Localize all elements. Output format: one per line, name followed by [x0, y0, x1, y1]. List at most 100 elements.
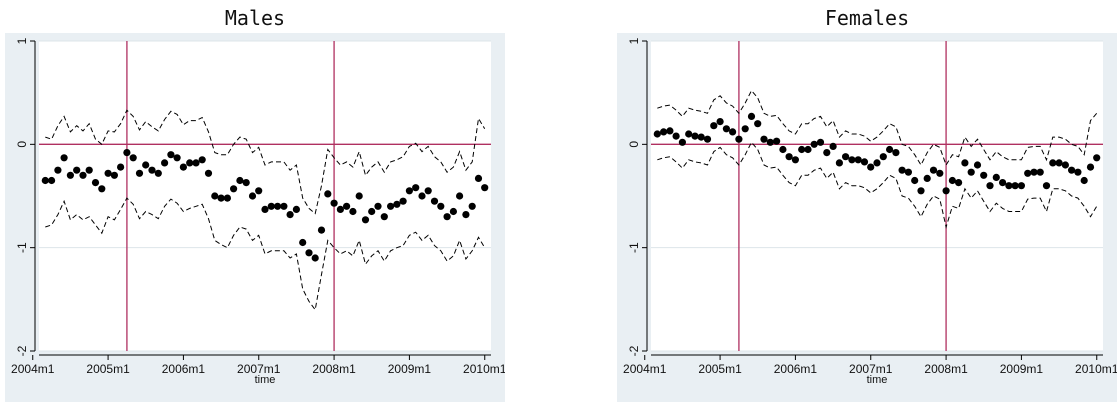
data-point: [179, 163, 187, 171]
data-point: [368, 207, 376, 216]
data-point: [456, 192, 464, 200]
x-tick-label: 2010m1: [463, 362, 505, 376]
lower-ci-line: [657, 141, 1098, 229]
data-point: [1080, 176, 1088, 185]
data-point: [393, 200, 401, 208]
data-point: [230, 185, 238, 193]
data-point: [430, 197, 439, 205]
data-point: [255, 187, 263, 195]
data-point: [60, 154, 68, 162]
data-point: [211, 192, 219, 200]
data-point: [412, 184, 420, 192]
x-tick-label: 2005m1: [86, 362, 130, 376]
data-point: [311, 254, 319, 262]
data-point: [1030, 168, 1038, 176]
data-point: [418, 192, 426, 200]
data-point: [672, 132, 680, 140]
x-tick-label: 2009m1: [1000, 362, 1044, 376]
y-tick-label: 0: [15, 141, 29, 148]
data-point: [873, 159, 881, 167]
data-point: [710, 122, 718, 130]
data-point: [374, 202, 382, 210]
data-point: [437, 202, 445, 210]
data-point: [343, 202, 351, 210]
data-point: [161, 159, 169, 167]
data-point: [317, 226, 326, 234]
data-point: [110, 171, 118, 179]
data-point: [980, 171, 988, 179]
upper-ci-line: [657, 89, 1098, 167]
data-point: [754, 120, 762, 128]
y-tick-label: -2: [627, 345, 641, 356]
x-tick-label: 2010m1: [1075, 362, 1117, 376]
data-point: [678, 138, 686, 146]
x-tick-label: 2004m1: [11, 362, 55, 376]
data-point: [223, 194, 231, 202]
data-point: [167, 151, 175, 159]
data-point: [766, 138, 774, 146]
data-point: [154, 169, 162, 177]
x-tick-label: 2009m1: [388, 362, 432, 376]
data-point: [1024, 169, 1032, 177]
data-point: [829, 142, 837, 150]
data-point: [955, 179, 963, 187]
x-tick-label: 2004m1: [623, 362, 667, 376]
males-panel: Males 1 0 -1 -2 2004m1 2005m1 2006m1 2007m1 2008…: [5, 0, 505, 402]
data-point: [104, 169, 112, 177]
data-point: [217, 194, 225, 202]
data-point: [1017, 182, 1025, 190]
data-point: [1055, 159, 1063, 167]
data-point: [481, 184, 489, 192]
data-point: [198, 156, 206, 164]
data-point: [779, 145, 787, 154]
data-point: [1074, 168, 1082, 176]
data-point: [405, 187, 413, 195]
y-tick-label: -2: [15, 345, 29, 356]
data-point: [697, 133, 705, 141]
data-point: [917, 187, 925, 195]
x-tick-label: 2008m1: [312, 362, 356, 376]
data-point: [330, 199, 338, 207]
data-point: [462, 211, 470, 219]
data-point: [923, 174, 931, 182]
x-axis-label: time: [867, 374, 888, 386]
data-point: [1068, 166, 1076, 174]
data-point: [261, 205, 269, 213]
data-point: [691, 132, 699, 140]
x-tick-label: 2005m1: [698, 362, 742, 376]
data-point: [785, 153, 793, 161]
data-point: [443, 213, 451, 221]
males-chart: 1 0 -1 -2 2004m1 2005m1 2006m1 2007m1 2008m1 2009…: [5, 33, 505, 402]
data-point: [911, 176, 919, 185]
plot-area: [651, 41, 1103, 351]
data-point: [986, 182, 994, 190]
x-tick-label: 2006m1: [774, 362, 818, 376]
data-point: [66, 171, 74, 179]
chart-title: Females: [824, 6, 910, 30]
data-point: [653, 130, 661, 138]
data-point: [242, 179, 250, 187]
data-point: [192, 159, 200, 167]
data-point: [848, 156, 856, 164]
data-point: [355, 192, 363, 200]
data-point: [886, 145, 894, 154]
data-point: [399, 197, 407, 205]
plot-area: [39, 41, 491, 351]
data-point: [299, 238, 307, 247]
data-point: [380, 213, 388, 221]
data-point: [722, 125, 730, 133]
data-point: [1042, 182, 1051, 190]
data-point: [973, 161, 982, 169]
data-point: [816, 138, 825, 146]
data-point: [735, 135, 743, 143]
data-point: [98, 185, 106, 193]
data-point: [892, 149, 900, 157]
data-point: [204, 169, 213, 177]
data-point: [760, 135, 768, 143]
x-axis-label: time: [255, 374, 276, 386]
data-point: [267, 202, 275, 210]
data-point: [129, 154, 137, 162]
data-point: [41, 176, 49, 185]
data-point: [823, 149, 831, 157]
data-point: [123, 149, 131, 157]
